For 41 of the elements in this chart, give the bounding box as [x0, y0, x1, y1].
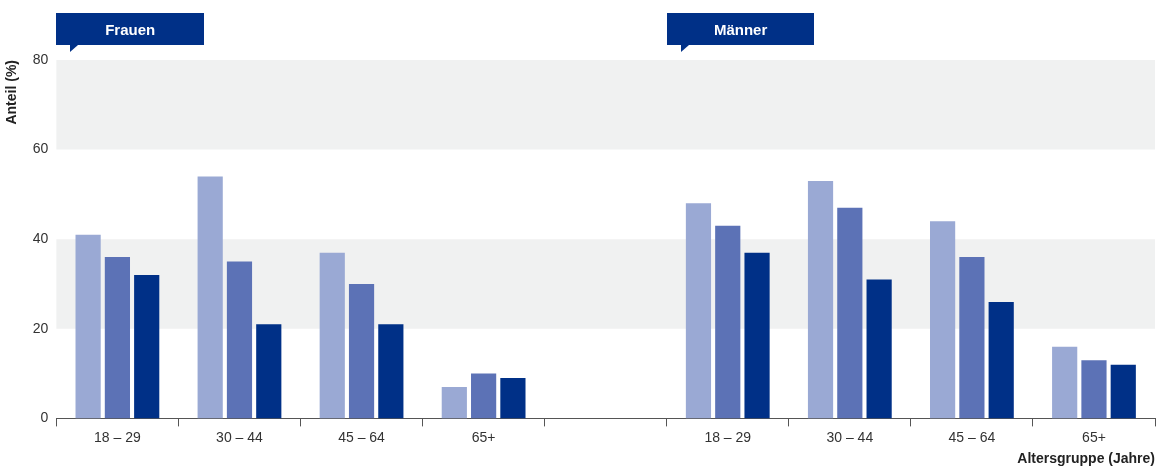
bar: [378, 324, 404, 419]
bar: [1052, 346, 1078, 419]
x-tick-label: 65+: [1082, 428, 1106, 445]
bar: [837, 207, 863, 419]
bar: [988, 301, 1014, 419]
y-tick-label: 20: [32, 319, 49, 336]
x-tick-label: 45 – 64: [948, 428, 996, 445]
text: Männer: [666, 13, 815, 45]
y-tick-label: 80: [32, 50, 49, 67]
x-axis-title: Altersgruppe (Jahre): [1017, 450, 1155, 467]
bar: [348, 284, 375, 419]
bar: [959, 257, 985, 419]
bar: [744, 252, 770, 419]
bar: [104, 257, 131, 419]
bar: [134, 275, 160, 419]
bar: [319, 252, 345, 419]
bar: [685, 203, 712, 419]
bar: [441, 387, 467, 419]
bar: [715, 225, 741, 419]
y-tick-label: 60: [32, 140, 49, 157]
bar: [226, 261, 253, 419]
bar: [500, 378, 526, 419]
bar: [807, 180, 834, 419]
y-tick-label: 0: [40, 409, 49, 426]
x-tick-label: 18 – 29: [94, 428, 141, 445]
x-tick-label: 65+: [471, 428, 496, 445]
y-tick-label: 40: [32, 230, 49, 247]
x-tick-label: 30 – 44: [826, 428, 874, 445]
bar: [866, 279, 892, 419]
text: Frauen: [56, 13, 205, 45]
bar: [256, 324, 282, 419]
x-tick-label: 45 – 64: [338, 428, 386, 445]
bar: [1081, 360, 1107, 419]
x-tick-label: 18 – 29: [704, 428, 752, 445]
bar: [930, 221, 956, 419]
bar: [471, 373, 497, 419]
bar: [1110, 364, 1136, 419]
bar: [75, 234, 101, 419]
bar: [197, 176, 223, 419]
y-axis-title: Anteil (%): [3, 60, 20, 125]
x-tick-label: 30 – 44: [216, 428, 264, 445]
